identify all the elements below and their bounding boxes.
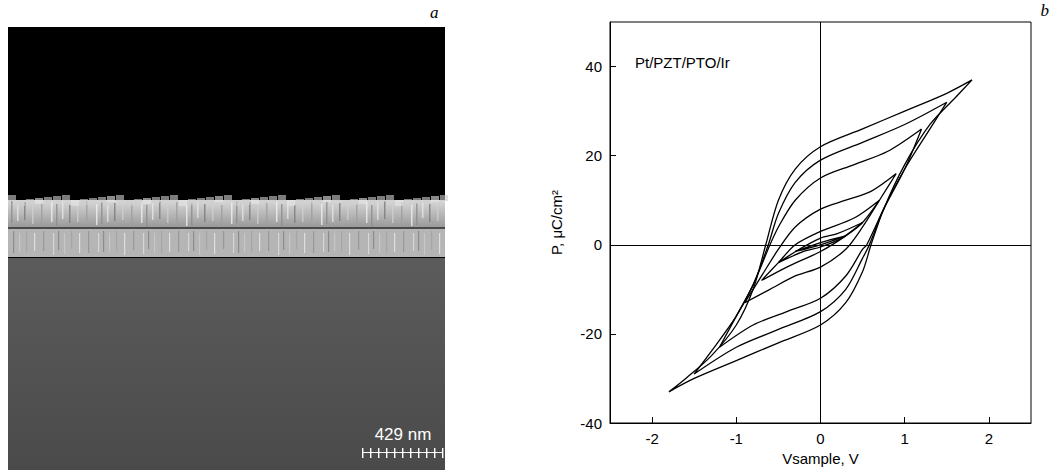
svg-text:-2: -2: [645, 430, 658, 447]
svg-text:b: b: [1041, 1, 1050, 20]
svg-text:-40: -40: [580, 415, 602, 432]
svg-text:0: 0: [594, 236, 602, 253]
svg-text:0: 0: [816, 430, 824, 447]
svg-text:2: 2: [985, 430, 993, 447]
svg-text:P, μC/cm²: P, μC/cm²: [548, 190, 565, 255]
svg-text:1: 1: [901, 430, 909, 447]
svg-text:Pt/PZT/PTO/Ir: Pt/PZT/PTO/Ir: [635, 54, 730, 71]
svg-text:-1: -1: [730, 430, 743, 447]
svg-text:20: 20: [585, 147, 602, 164]
svg-text:Vsample, V: Vsample, V: [782, 450, 859, 467]
svg-text:429 nm: 429 nm: [375, 425, 432, 444]
svg-text:a: a: [430, 3, 439, 22]
svg-text:-20: -20: [580, 325, 602, 342]
svg-text:40: 40: [585, 58, 602, 75]
